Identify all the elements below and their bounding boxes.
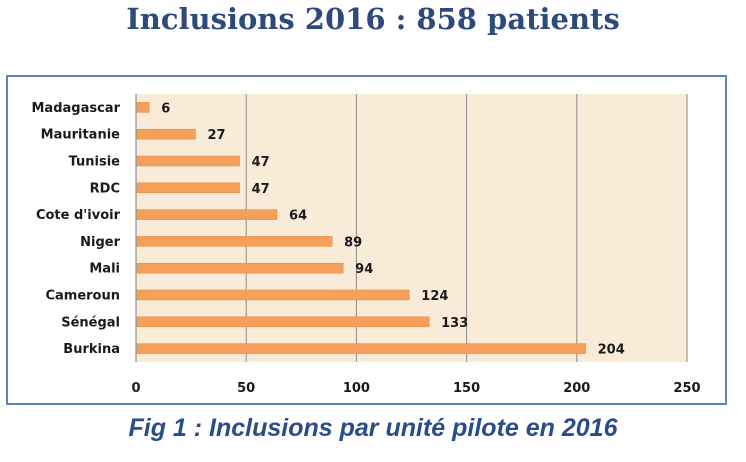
data-label: 89 <box>344 235 362 250</box>
figure-caption: Fig 1 : Inclusions par unité pilote en 2… <box>128 414 618 442</box>
x-tick-label: 200 <box>563 381 590 396</box>
data-label: 47 <box>252 182 270 197</box>
data-label: 94 <box>355 262 373 277</box>
category-label: Niger <box>80 235 120 250</box>
bar <box>136 316 430 328</box>
bar <box>136 289 410 301</box>
category-label: Cote d'ivoir <box>36 208 121 223</box>
category-label: Cameroun <box>45 289 120 304</box>
category-label: RDC <box>90 181 120 196</box>
data-label: 133 <box>441 316 468 331</box>
x-tick-label: 100 <box>343 381 370 396</box>
bar <box>136 155 240 167</box>
bar <box>136 262 344 274</box>
data-label: 6 <box>161 101 170 116</box>
data-label: 124 <box>421 289 448 304</box>
x-tick-label: 150 <box>453 381 480 396</box>
data-label: 204 <box>598 343 625 358</box>
category-label: Mauritanie <box>41 128 121 143</box>
category-label: Madagascar <box>32 101 121 116</box>
bar <box>136 182 240 194</box>
category-label: Tunisie <box>69 155 121 170</box>
bar <box>136 102 150 113</box>
data-label: 47 <box>252 155 270 170</box>
x-tick-label: 0 <box>131 381 140 396</box>
page-title: Inclusions 2016 : 858 patients <box>126 2 620 36</box>
x-tick-label: 50 <box>237 381 255 396</box>
data-label: 27 <box>208 128 226 143</box>
data-label: 64 <box>289 209 307 224</box>
x-tick-label: 250 <box>673 381 700 396</box>
bar <box>136 236 333 247</box>
bar <box>136 209 278 220</box>
category-label: Mali <box>89 262 120 277</box>
bar <box>136 128 196 140</box>
bar <box>136 343 586 354</box>
category-label: Sénégal <box>61 315 120 330</box>
category-label: Burkina <box>63 342 120 357</box>
